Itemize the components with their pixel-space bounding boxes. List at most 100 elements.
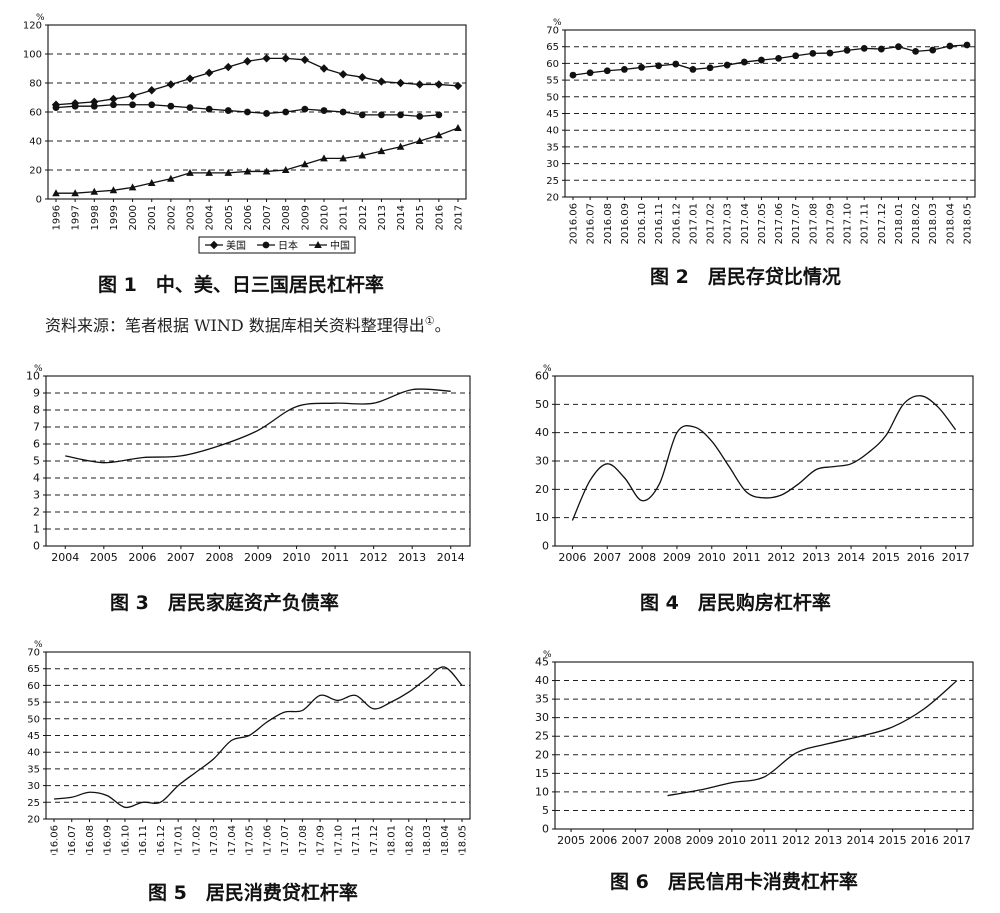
fig5-ytick-label: 55 — [27, 698, 40, 709]
fig1-series-1-point — [204, 68, 214, 78]
fig1-series-2-point — [186, 104, 194, 112]
fig3-xtick-label: 2013 — [398, 551, 426, 564]
fig2-series-1-point — [620, 66, 628, 73]
fig2-xtick-label: 2018.02 — [911, 203, 922, 244]
fig1-series-2-point — [148, 101, 156, 109]
fig1-xtick-label: 2010 — [320, 205, 331, 230]
fig2-series-1-point — [689, 66, 697, 73]
fig1-series-1-point — [166, 80, 176, 89]
fig5-ytick-label: 50 — [27, 714, 40, 725]
fig1-ytick-label: 120 — [23, 21, 42, 32]
fig6-xtick-label: 2011 — [750, 834, 778, 847]
fig2-xtick-label: 2017.09 — [825, 203, 836, 244]
fig2-ytick-label: 55 — [546, 76, 559, 87]
fig1-xtick-label: 2013 — [377, 205, 388, 230]
fig4-series-1-line — [571, 395, 957, 521]
fig1-ytick-label: 100 — [23, 50, 42, 61]
fig2-xtick-label: 2018.04 — [945, 203, 956, 244]
fig2-ytick-label: 30 — [546, 159, 559, 170]
fig5-xtick-label: 2018.02 — [404, 825, 415, 855]
fig1-xtick-label: 2012 — [358, 205, 369, 230]
fig2-series-1-point — [723, 61, 731, 69]
fig4-ytick-label: 0 — [542, 540, 549, 553]
fig3-xtick-label: 2012 — [360, 551, 388, 564]
caption-fig3: 图 3 居民家庭资产负债率 — [110, 592, 339, 614]
fig1-legend-marker — [314, 241, 322, 248]
chart-fig6: % 0 5 10 15 20 25 30 35 40 45 2005 2006 2007 2008 2009 2… — [525, 645, 995, 850]
fig4-xtick-label: 2015 — [872, 551, 900, 564]
fig2-xtick-label: 2016.07 — [586, 203, 597, 244]
fig4-xtick-label: 2011 — [733, 551, 761, 564]
fig3-xtick-label: 2010 — [283, 551, 311, 564]
fig3-ytick-label: 9 — [33, 387, 40, 400]
fig2-plot: % 20 25 30 35 40 45 50 55 60 65 70 2016.06 2016.07 201… — [546, 18, 976, 244]
fig5-ytick-label: 65 — [27, 664, 40, 675]
fig6-xtick-label: 2016 — [911, 834, 939, 847]
fig5-xtick-label: 2017.07 — [280, 825, 291, 855]
fig2-ytick-label: 70 — [546, 26, 559, 37]
fig6-xtick-label: 2015 — [879, 834, 907, 847]
fig2-ytick-label: 20 — [546, 193, 559, 204]
fig1-xtick-label: 2007 — [262, 205, 273, 230]
fig2-xtick-label: 2017.07 — [791, 203, 802, 244]
fig1-series-3-point — [281, 166, 290, 173]
fig6-series-1-line — [667, 680, 958, 797]
fig3-ytick-label: 4 — [33, 472, 40, 485]
caption-fig2: 图 2 居民存贷比情况 — [650, 266, 841, 288]
fig1-series-2-point — [205, 105, 213, 113]
fig5-xtick-label: 2017.02 — [191, 825, 202, 855]
fig1-series-3-point — [128, 183, 137, 191]
fig1-ytick-label: 20 — [29, 166, 42, 177]
fig1-series-3-point — [301, 160, 309, 168]
fig3-ytick-label: 1 — [33, 523, 40, 536]
fig1-series-1-point — [396, 78, 405, 88]
fig2-series-1-point — [569, 71, 577, 79]
fig5-xtick-label: 2017.04 — [227, 825, 238, 855]
fig1-series-1-point — [453, 81, 463, 91]
fig2-series-1-point — [740, 58, 748, 66]
fig1-series-1-point — [147, 86, 156, 95]
fig1-series-1-point — [262, 54, 271, 63]
fig1-series-1-point — [319, 64, 329, 73]
fig4-xtick-label: 2016 — [907, 551, 935, 564]
fig2-series-1-point — [603, 67, 611, 75]
fig1-series-1-point — [90, 97, 99, 107]
fig5-xtick-label: 2017.12 — [369, 825, 380, 855]
fig6-ytick-label: 40 — [535, 674, 549, 687]
fig5-xtick-label: 2018.04 — [440, 825, 451, 855]
fig2-series-1-point — [809, 49, 817, 57]
fig4-ytick-label: 60 — [535, 370, 549, 383]
fig2-series-1-point — [946, 42, 954, 50]
fig1-series-1-point — [185, 74, 195, 83]
fig5-xtick-label: 2017.06 — [262, 825, 273, 855]
fig2-series-1-point — [586, 69, 594, 77]
fig6-xtick-label: 2006 — [589, 834, 617, 847]
fig1-series-3-point — [109, 186, 118, 194]
fig1-ytick-label: 0 — [36, 195, 42, 206]
fig3-xtick-label: 2011 — [321, 551, 349, 564]
fig6-ytick-label: 5 — [542, 804, 549, 817]
fig1-series-3-point — [396, 142, 405, 150]
fig2-xtick-label: 2016.09 — [620, 203, 631, 244]
fig6-xtick-label: 2012 — [782, 834, 810, 847]
fig1-series-3-point — [415, 137, 424, 144]
fig2-ytick-label: 40 — [546, 126, 559, 137]
fig5-series-1-line — [53, 666, 463, 809]
fig2-xtick-label: 2018.01 — [894, 203, 905, 244]
fig1-series-3-point — [377, 147, 386, 155]
fig3-xtick-label: 2004 — [51, 551, 79, 564]
fig6-frame — [554, 661, 974, 830]
fig1-series-1-point — [281, 54, 290, 63]
fig1-xtick-label: 1996 — [52, 205, 63, 230]
fig4-unit-label: % — [543, 364, 552, 374]
fig1-xtick-label: 1998 — [90, 205, 101, 230]
fig2-ytick-label: 35 — [546, 142, 559, 153]
fig1-series-1-point — [434, 80, 444, 89]
fig2-xtick-label: 2016.06 — [569, 203, 580, 244]
fig1-legend: 美国 日本 中国 — [198, 236, 356, 254]
fig1-xtick-label: 2011 — [339, 205, 350, 230]
fig5-ytick-label: 30 — [27, 781, 40, 792]
fig1-unit-label: % — [36, 13, 45, 23]
fig2-series-1-point — [877, 45, 885, 53]
fig4-xtick-label: 2008 — [628, 551, 656, 564]
